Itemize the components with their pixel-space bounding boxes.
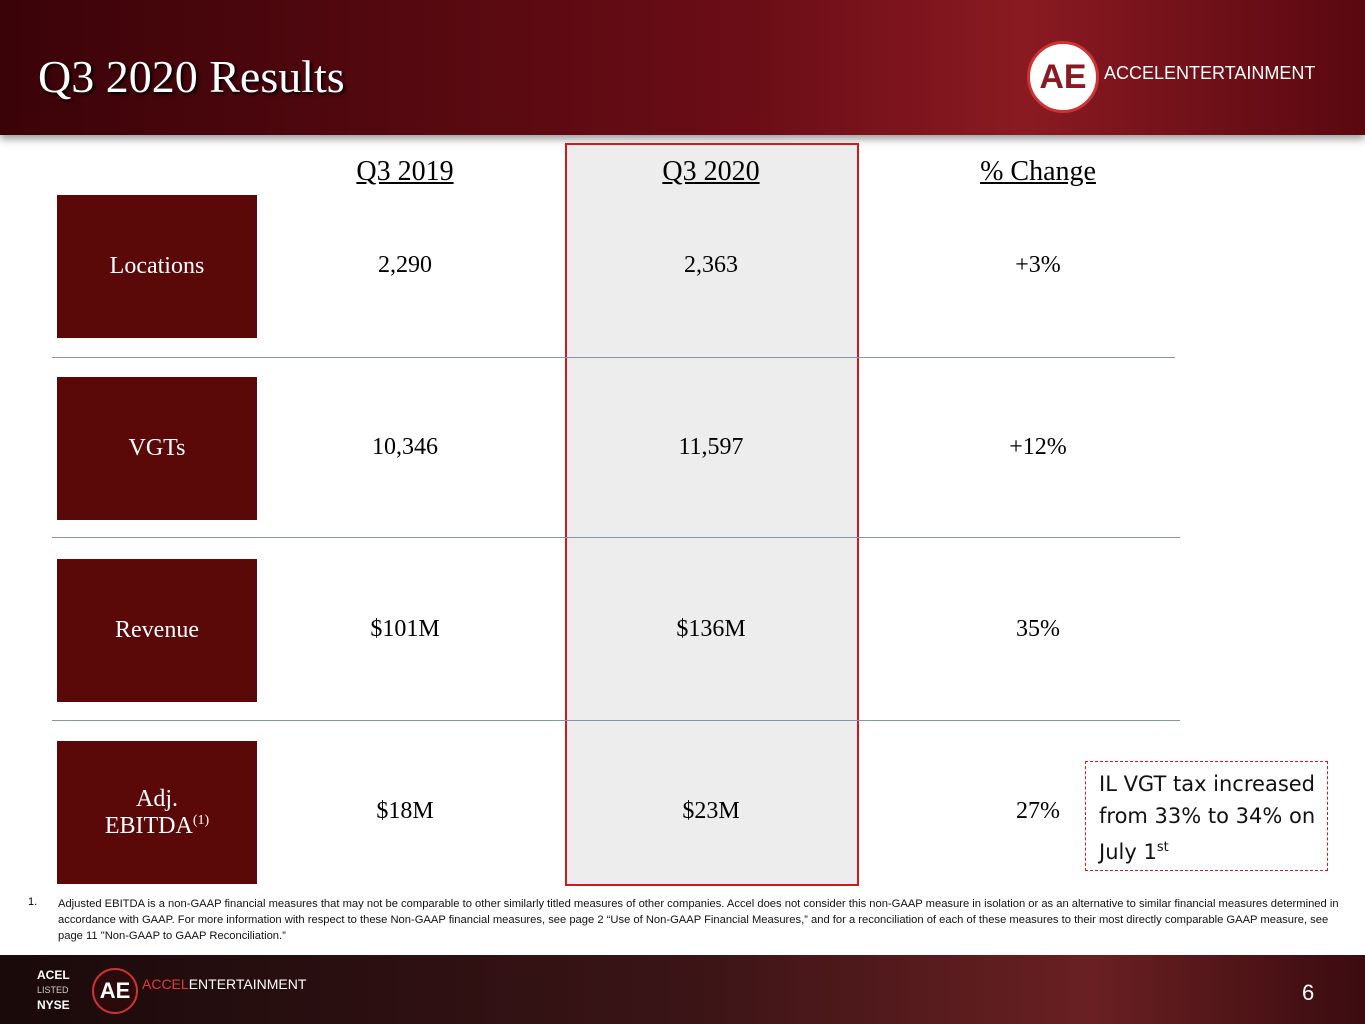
brand-rest: ENTERTAINMENT (188, 976, 307, 992)
column-header: Q3 2020 (662, 156, 760, 187)
row-separator (52, 537, 1180, 538)
column-header: % Change (980, 156, 1096, 187)
label-text: VGTs (128, 435, 186, 461)
exchange: NYSE (37, 998, 70, 1012)
cell: 35% (1016, 616, 1060, 642)
footer-brand: ACCELENTERTAINMENT (142, 976, 306, 992)
cell: 2,290 (378, 252, 432, 278)
logo-text: ACCELENTERTAINMENT (1104, 63, 1316, 83)
label-note: (1) (192, 812, 210, 828)
row-label-text: VGTs (67, 435, 247, 462)
cell: $23M (682, 798, 740, 824)
cell: 2,363 (684, 252, 738, 278)
row-label: Locations (57, 195, 257, 338)
brand-accent: ACCEL (142, 976, 189, 992)
footer-logo-mark: AE (92, 968, 138, 1014)
page-number: 6 (1302, 980, 1315, 1005)
callout-suffix: st (1156, 840, 1169, 855)
title: Q3 2020 Results (38, 51, 345, 102)
row-label: Adj. EBITDA(1) (57, 741, 257, 884)
footnote-text: Adjusted EBITDA is a non-GAAP financial … (58, 898, 1339, 942)
cell: 27% (1016, 798, 1060, 824)
column-header: Q3 2019 (356, 156, 454, 187)
label-text: Adj. EBITDA (104, 785, 193, 839)
row-separator (52, 357, 1175, 358)
cell: $18M (376, 798, 434, 824)
listed: LISTED (37, 985, 69, 995)
row-separator (52, 720, 1180, 721)
label-text: Revenue (115, 617, 199, 643)
row-label: VGTs (57, 377, 257, 520)
cell: 11,597 (678, 434, 744, 460)
cell: +3% (1015, 252, 1061, 278)
cell: $136M (676, 616, 746, 642)
highlight-column (565, 143, 859, 886)
logo-mark: AE (1027, 41, 1099, 113)
callout-text: IL VGT tax increased from 33% to 34% on … (1099, 772, 1316, 864)
row-label-text: Revenue (67, 617, 247, 644)
footer-bar (0, 955, 1365, 1024)
cell: $101M (370, 616, 440, 642)
cell: +12% (1009, 434, 1067, 460)
cell: 10,346 (372, 434, 438, 460)
row-label-text: Adj. EBITDA(1) (102, 786, 212, 840)
row-label: Revenue (57, 559, 257, 702)
label-text: Locations (109, 253, 205, 279)
footnote-number: 1. (28, 896, 38, 908)
header-bar (0, 0, 1365, 135)
ticker: ACEL (37, 968, 70, 982)
row-label-text: Locations (67, 253, 247, 280)
callout: IL VGT tax increased from 33% to 34% on … (1085, 761, 1328, 871)
